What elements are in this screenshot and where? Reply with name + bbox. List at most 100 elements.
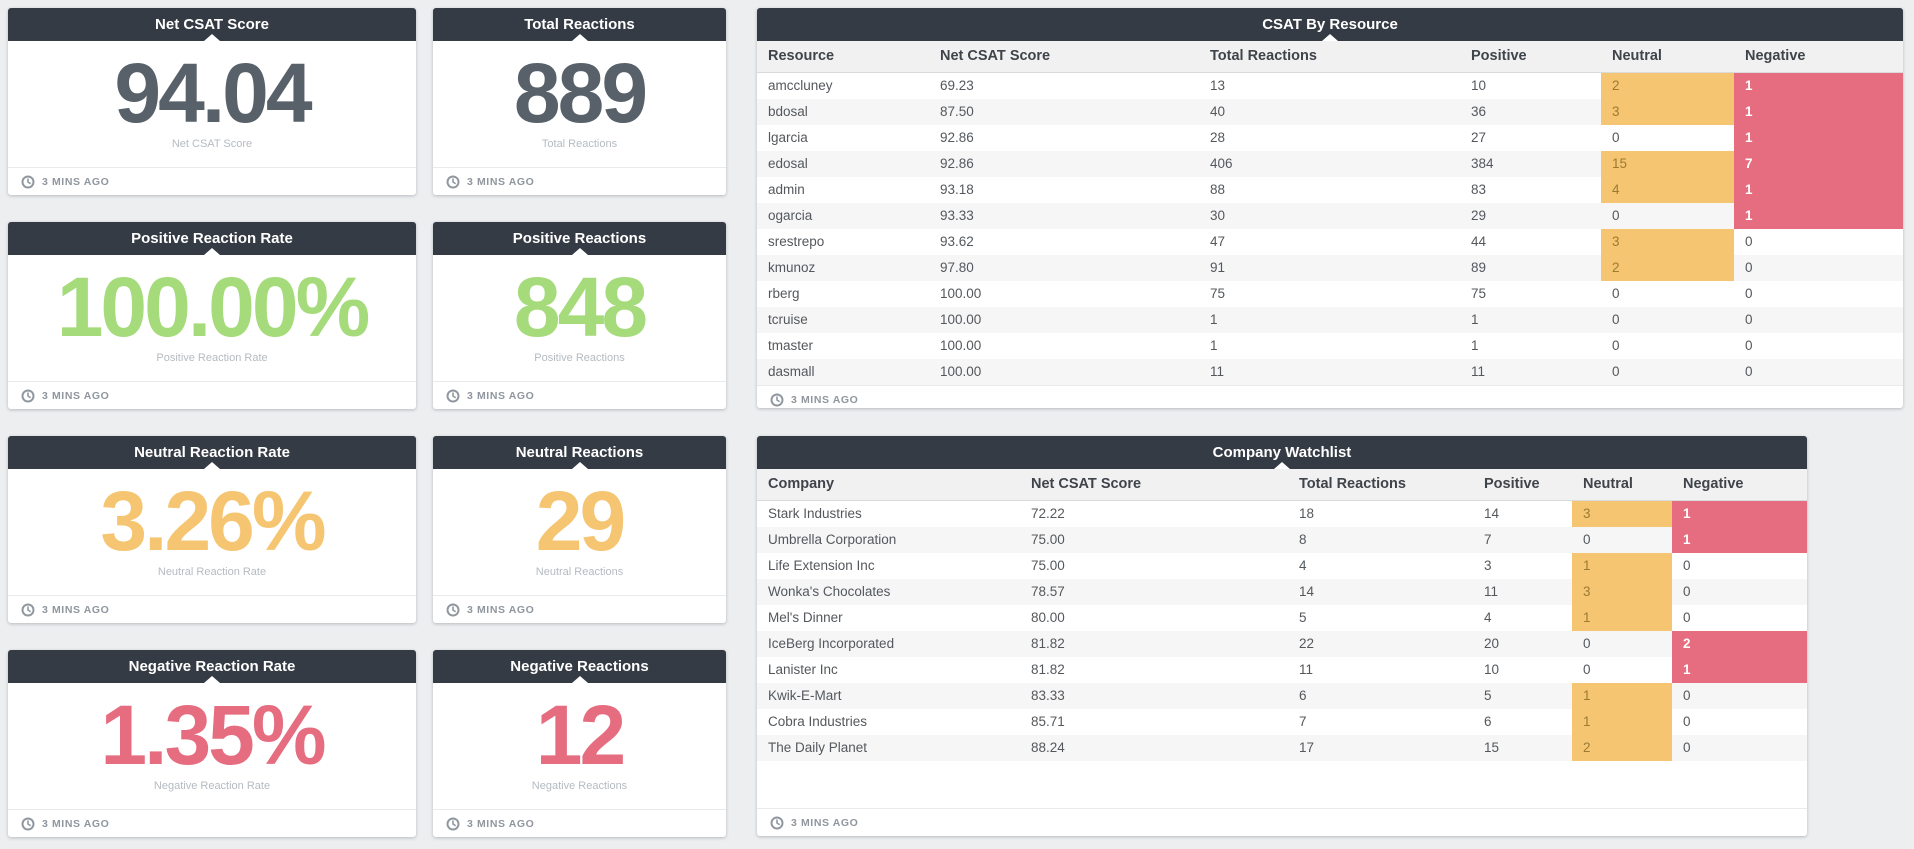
table-cell: 83 (1471, 182, 1487, 197)
table-cell: 1 (1734, 125, 1903, 151)
last-updated-label: 3 MINS AGO (467, 603, 535, 616)
table-cell: 0 (1745, 260, 1753, 275)
table-cell: Cobra Industries (768, 714, 868, 729)
card-footer: 3 MINS AGO (8, 809, 416, 837)
table-cell: amccluney (768, 78, 833, 93)
stat-card-net-csat-score: Net CSAT Score 94.04 Net CSAT Score 3 MI… (8, 8, 416, 195)
table-cell: 11 (1299, 662, 1314, 677)
column-header-company: Company (768, 476, 835, 492)
clock-icon (21, 175, 35, 188)
table-row: lgarcia 92.86 28 27 0 1 (757, 125, 1903, 151)
stat-sublabel: Negative Reactions (531, 779, 628, 792)
table-cell: 1 (1672, 501, 1807, 527)
caret-notch-icon (571, 34, 588, 41)
stat-body: 1.35% Negative Reaction Rate (8, 683, 416, 809)
table-row: tmaster 100.00 1 1 0 0 (757, 333, 1903, 359)
table-row: srestrepo 93.62 47 44 3 0 (757, 229, 1903, 255)
table-cell: 5 (1484, 688, 1492, 703)
card-footer: 3 MINS AGO (433, 167, 726, 195)
column-header-negative: Negative (1745, 48, 1806, 64)
clock-icon (21, 389, 35, 402)
stat-value: 100.00% (56, 260, 371, 355)
table-cell: 5 (1299, 610, 1307, 625)
caret-notch-icon (571, 676, 588, 683)
last-updated-label: 3 MINS AGO (791, 393, 859, 406)
card-title: Neutral Reactions (515, 444, 644, 461)
table-cell: 100.00 (940, 338, 982, 353)
table-cell: 87.50 (940, 104, 974, 119)
table-cell: 0 (1683, 714, 1691, 729)
table-cell: 8 (1299, 532, 1307, 547)
table-cell: 81.82 (1031, 662, 1065, 677)
table-cell: 97.80 (940, 260, 974, 275)
last-updated-label: 3 MINS AGO (42, 389, 110, 402)
card-title-bar: Neutral Reaction Rate (8, 436, 416, 469)
table-row: Mel's Dinner 80.00 5 4 1 0 (757, 605, 1807, 631)
table-cell: 92.86 (940, 130, 974, 145)
card-footer: 3 MINS AGO (757, 808, 1807, 836)
table-row: dasmall 100.00 11 11 0 0 (757, 359, 1903, 385)
card-title-bar: Neutral Reactions (433, 436, 726, 469)
column-header-total-reactions: Total Reactions (1210, 48, 1317, 64)
table-cell: 93.62 (940, 234, 974, 249)
last-updated-label: 3 MINS AGO (467, 175, 535, 188)
table-row: Stark Industries 72.22 18 14 3 1 (757, 501, 1807, 527)
stat-body: 29 Neutral Reactions (433, 469, 726, 595)
table-cell: The Daily Planet (768, 740, 868, 755)
table-cell: 4 (1484, 610, 1492, 625)
clock-icon (21, 603, 35, 616)
table-cell: 0 (1612, 338, 1620, 353)
table-cell: 1 (1672, 527, 1807, 553)
stat-value: 1.35% (100, 688, 326, 783)
stat-sublabel: Neutral Reactions (535, 565, 624, 578)
table-cell: 88.24 (1031, 740, 1065, 755)
column-header-positive: Positive (1484, 476, 1540, 492)
stat-value: 3.26% (100, 474, 326, 569)
table-cell: 13 (1210, 78, 1226, 93)
table-cell: 406 (1210, 156, 1233, 171)
table-row: ogarcia 93.33 30 29 0 1 (757, 203, 1903, 229)
clock-icon (446, 389, 460, 402)
table-cell: 18 (1299, 506, 1315, 521)
card-footer: 3 MINS AGO (8, 381, 416, 409)
table-cell: 93.18 (940, 182, 974, 197)
table-cell: 15 (1601, 151, 1734, 177)
table-cell: 100.00 (940, 312, 982, 327)
caret-notch-icon (204, 462, 220, 469)
table-row: Cobra Industries 85.71 7 6 1 0 (757, 709, 1807, 735)
card-title-bar: Negative Reaction Rate (8, 650, 416, 683)
table-row: IceBerg Incorporated 81.82 22 20 0 2 (757, 631, 1807, 657)
stat-sublabel: Positive Reactions (534, 351, 625, 364)
column-header-neutral: Neutral (1612, 48, 1662, 64)
card-footer: 3 MINS AGO (8, 167, 416, 195)
table-cell: 1 (1672, 657, 1807, 683)
table-cell: 2 (1672, 631, 1807, 657)
caret-notch-icon (1322, 34, 1338, 41)
stat-sublabel: Neutral Reaction Rate (157, 565, 267, 578)
table-cell: 100.00 (940, 286, 982, 301)
table-cell: 4 (1299, 558, 1307, 573)
table-cell: lgarcia (768, 130, 808, 145)
card-title: Negative Reaction Rate (128, 658, 296, 675)
table-cell: 0 (1745, 338, 1753, 353)
table-cell: 0 (1683, 688, 1691, 703)
table-cell: 7 (1734, 151, 1903, 177)
clock-icon (21, 817, 35, 830)
table-cell: 72.22 (1031, 506, 1065, 521)
last-updated-label: 3 MINS AGO (42, 817, 110, 830)
stat-sublabel: Negative Reaction Rate (153, 779, 271, 792)
table-cell: kmunoz (768, 260, 816, 275)
table-csat-by-resource: CSAT By Resource Resource Net CSAT Score T… (757, 8, 1903, 408)
column-header-total-reactions: Total Reactions (1299, 476, 1406, 492)
stat-sublabel: Net CSAT Score (171, 137, 253, 150)
table-cell: 7 (1299, 714, 1307, 729)
table-cell: 88 (1210, 182, 1226, 197)
table-cell: 28 (1210, 130, 1226, 145)
table-cell: 17 (1299, 740, 1315, 755)
table-cell: 20 (1484, 636, 1500, 651)
table-cell: 6 (1299, 688, 1307, 703)
card-footer: 3 MINS AGO (433, 809, 726, 837)
stat-value: 12 (535, 688, 626, 783)
table-column-header-row: Company Net CSAT Score Total Reactions Posi… (757, 469, 1807, 501)
table-cell: 0 (1683, 740, 1691, 755)
